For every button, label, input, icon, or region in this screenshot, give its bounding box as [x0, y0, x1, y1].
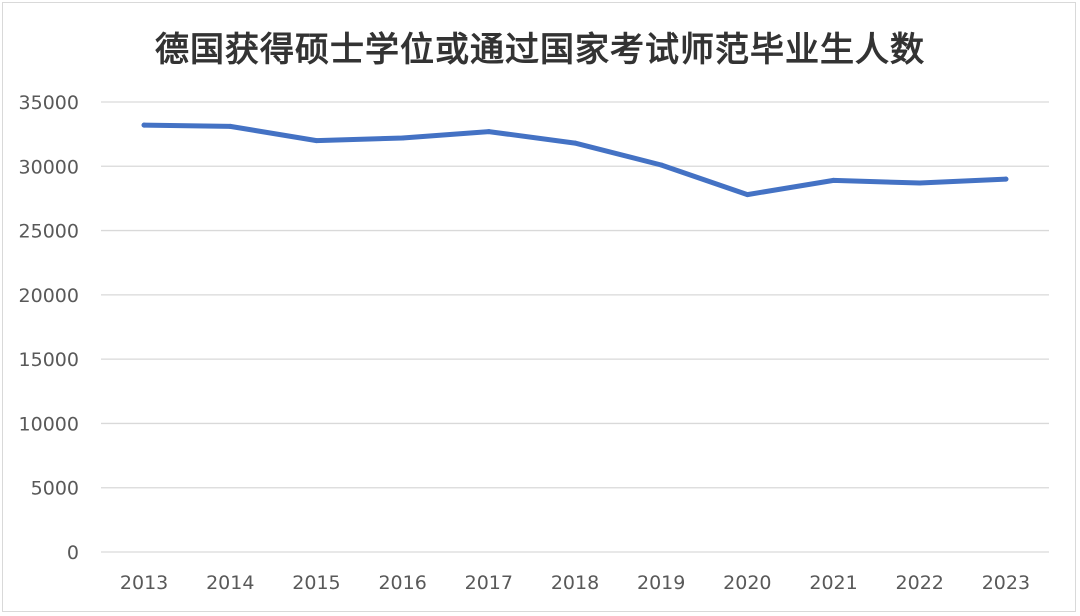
x-axis-tick-labels: 2013 2014 2015 2016 2017 2018 2019 2020 2021 2022… [120, 572, 1030, 594]
y-tick-label: 15000 [19, 349, 79, 371]
x-tick-label: 2021 [809, 572, 857, 594]
x-tick-label: 2013 [120, 572, 168, 594]
data-point-2016 [400, 135, 406, 141]
series-layer [141, 122, 1009, 198]
y-tick-label: 0 [67, 542, 79, 564]
data-point-2018 [572, 140, 578, 146]
y-tick-label: 25000 [19, 221, 79, 243]
data-point-2020 [744, 192, 750, 198]
data-point-2015 [313, 138, 319, 144]
data-point-2014 [227, 123, 233, 129]
data-point-2023 [1003, 176, 1009, 182]
y-axis-tick-labels: 0 5000 10000 15000 20000 25000 30000 35000 [19, 92, 79, 564]
y-tick-label: 20000 [19, 285, 79, 307]
x-tick-label: 2018 [551, 572, 599, 594]
chart-title: 德国获得硕士学位或通过国家考试师范毕业生人数 [155, 30, 925, 70]
data-point-2017 [486, 129, 492, 135]
x-tick-label: 2023 [982, 572, 1030, 594]
x-tick-label: 2016 [378, 572, 426, 594]
gridlines [101, 101, 1049, 553]
x-tick-label: 2015 [292, 572, 340, 594]
x-tick-label: 2020 [723, 572, 771, 594]
x-tick-label: 2019 [637, 572, 685, 594]
x-tick-label: 2022 [896, 572, 944, 594]
series-line [141, 122, 1009, 198]
data-point-2019 [658, 162, 664, 168]
data-point-2022 [917, 180, 923, 186]
data-point-2021 [831, 177, 837, 183]
y-tick-label: 10000 [19, 413, 79, 435]
data-point-2013 [141, 122, 147, 128]
x-tick-label: 2014 [206, 572, 254, 594]
x-tick-label: 2017 [465, 572, 513, 594]
y-tick-label: 35000 [19, 92, 79, 114]
y-tick-label: 30000 [19, 156, 79, 178]
y-tick-label: 5000 [31, 478, 79, 500]
